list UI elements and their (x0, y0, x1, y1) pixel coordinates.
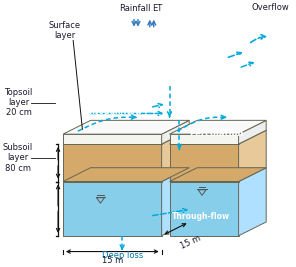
Text: 15 m: 15 m (102, 257, 123, 265)
Polygon shape (63, 130, 189, 144)
Polygon shape (162, 120, 189, 144)
Text: Through-flow: Through-flow (85, 107, 143, 116)
Polygon shape (170, 134, 239, 144)
Polygon shape (162, 130, 189, 182)
Text: Subsoil
layer
80 cm: Subsoil layer 80 cm (2, 143, 33, 173)
Text: Seepage: Seepage (102, 96, 143, 105)
Text: Rainfall: Rainfall (119, 4, 151, 13)
Text: Overflow: Overflow (251, 3, 289, 12)
Polygon shape (170, 120, 266, 134)
Text: Surface
layer: Surface layer (49, 21, 81, 40)
Text: Percolation: Percolation (189, 129, 244, 138)
Polygon shape (63, 168, 189, 182)
Polygon shape (63, 120, 189, 134)
Text: Deep loss: Deep loss (102, 251, 143, 260)
Polygon shape (63, 182, 162, 236)
Polygon shape (63, 134, 162, 144)
Text: Topsoil
layer
20 cm: Topsoil layer 20 cm (4, 88, 33, 117)
Polygon shape (170, 182, 239, 236)
Polygon shape (239, 168, 266, 236)
Polygon shape (170, 168, 266, 182)
Text: Infiltration: Infiltration (187, 99, 239, 108)
Polygon shape (170, 144, 239, 182)
Text: ET: ET (152, 4, 162, 13)
Text: 15 m: 15 m (179, 234, 202, 251)
Polygon shape (63, 144, 162, 182)
Polygon shape (162, 168, 189, 236)
Polygon shape (239, 130, 266, 182)
Polygon shape (239, 120, 266, 144)
Text: Through-flow: Through-flow (172, 211, 230, 221)
Polygon shape (170, 130, 266, 144)
